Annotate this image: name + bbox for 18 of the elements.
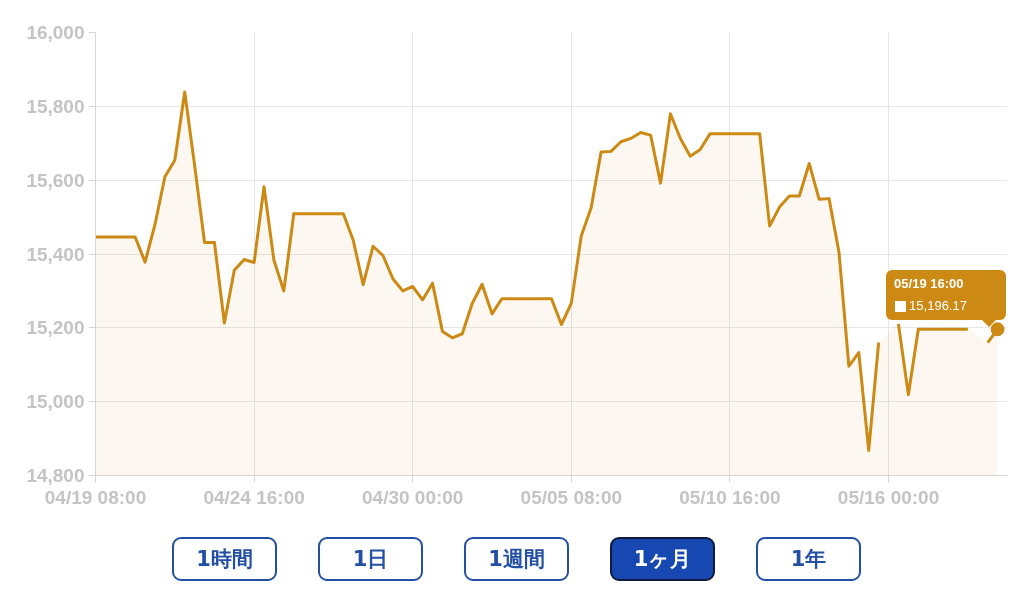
y-tick-label: 15,200 <box>26 317 85 339</box>
x-tick-label: 04/19 08:00 <box>44 486 147 508</box>
y-tick-label: 14,800 <box>26 465 85 486</box>
text: 1時間 <box>172 537 277 581</box>
x-tick-label: 05/16 00:00 <box>837 486 940 508</box>
y-tick-label: 15,800 <box>26 95 85 117</box>
x-tick-label: 04/30 00:00 <box>362 486 464 508</box>
y-tick-label: 15,600 <box>26 169 85 191</box>
y-tick-label: 15,000 <box>26 391 85 413</box>
text: 1年 <box>756 537 861 581</box>
x-tick-label: 05/05 08:00 <box>520 486 623 508</box>
text: 1週間 <box>464 537 569 581</box>
y-tick-label: 16,000 <box>26 22 85 43</box>
x-tick-label: 04/24 16:00 <box>203 486 305 508</box>
text: 1日 <box>318 537 423 581</box>
x-tick-label: 05/10 16:00 <box>679 486 781 508</box>
text: 1ヶ月 <box>610 537 715 581</box>
y-tick-label: 15,400 <box>26 243 85 265</box>
